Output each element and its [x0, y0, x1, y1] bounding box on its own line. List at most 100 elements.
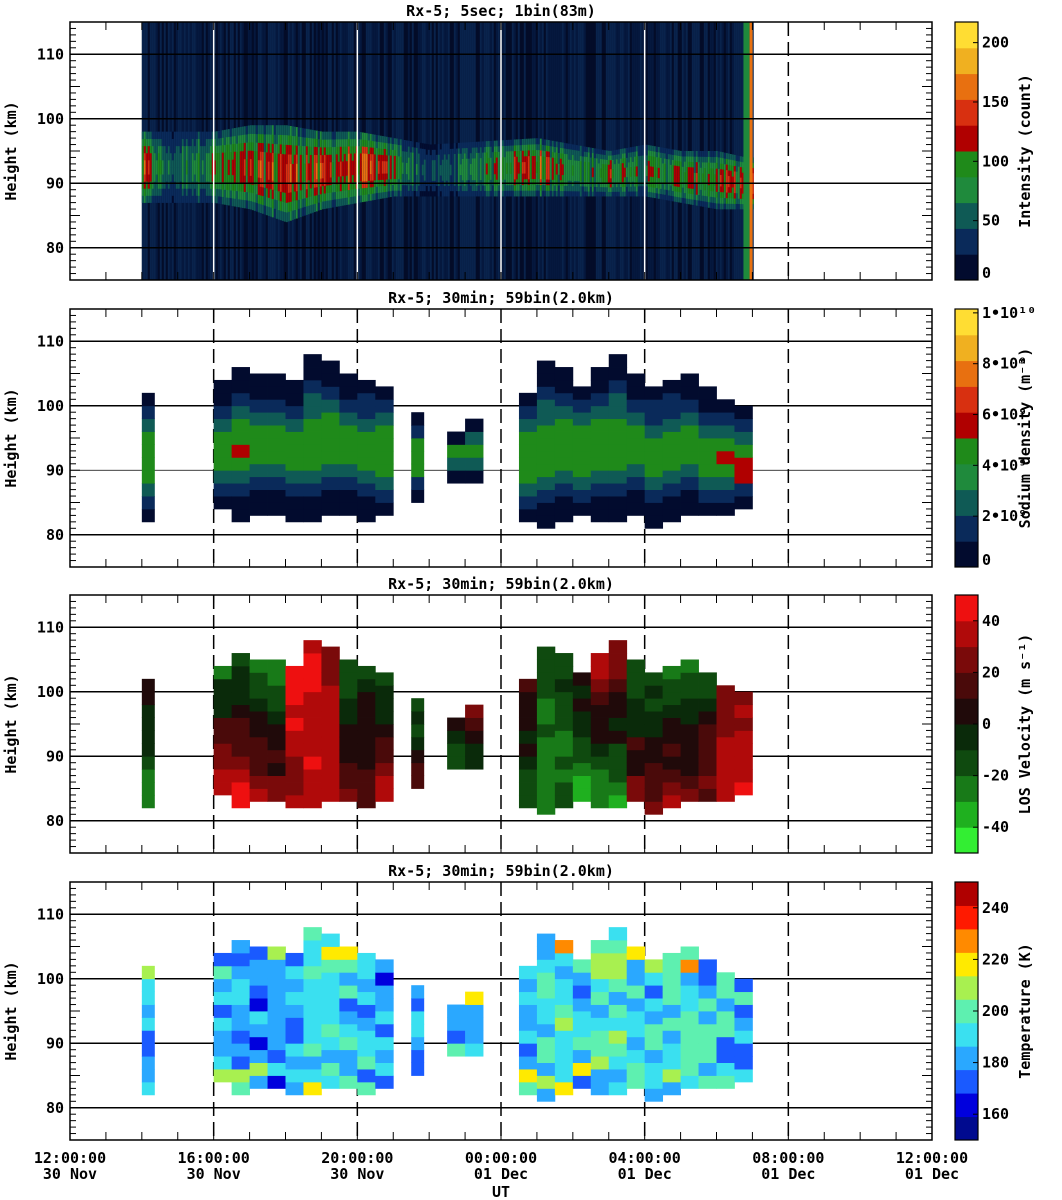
data-cell	[590, 1017, 610, 1031]
heatmap-cell	[737, 198, 740, 205]
heatmap-cell	[611, 177, 614, 183]
data-cell	[231, 444, 250, 458]
heatmap-cell	[273, 162, 276, 172]
heatmap-cell	[415, 142, 418, 148]
heatmap-cell	[641, 155, 644, 161]
heatmap-cell	[421, 190, 424, 197]
heatmap-cell	[237, 143, 240, 152]
data-cell	[303, 392, 322, 407]
data-cell	[644, 502, 664, 516]
heatmap-cell	[327, 146, 330, 155]
heatmap-cell	[305, 180, 308, 190]
heatmap-cell	[361, 160, 364, 168]
data-cell	[411, 775, 425, 789]
y-axis-label: Height (km)	[2, 388, 20, 487]
data-cell	[680, 425, 699, 439]
heatmap-cell	[259, 195, 262, 205]
heatmap-cell	[589, 167, 592, 173]
heatmap-cell	[723, 169, 726, 176]
heatmap-cell	[145, 174, 148, 182]
data-cell	[734, 483, 753, 497]
heatmap-cell	[645, 155, 648, 161]
heatmap-cell	[677, 191, 680, 198]
data-cell	[267, 399, 286, 413]
heatmap-cell	[639, 191, 642, 197]
data-cell	[303, 354, 322, 368]
heatmap-cell	[347, 197, 350, 205]
heatmap-cell	[241, 183, 244, 192]
heatmap-cell	[735, 155, 738, 162]
heatmap-cell	[493, 179, 496, 186]
heatmap-cell	[197, 160, 200, 168]
data-cell	[518, 978, 538, 993]
y-tick-label: 80	[46, 239, 64, 257]
heatmap-cell	[279, 153, 282, 164]
data-cell	[465, 457, 484, 471]
data-cell	[554, 418, 574, 432]
heatmap-cell	[377, 148, 380, 155]
data-cell	[518, 470, 538, 484]
data-cell	[536, 933, 556, 947]
heatmap-cell	[311, 195, 314, 205]
heatmap-cell	[525, 173, 528, 180]
heatmap-cell	[539, 155, 542, 162]
heatmap-cell	[377, 135, 380, 142]
heatmap-cell	[315, 186, 318, 196]
data-cell	[698, 672, 717, 686]
data-cell	[231, 769, 250, 783]
heatmap-cell	[573, 170, 576, 176]
colorbar-frame	[954, 21, 979, 281]
data-cell	[536, 399, 556, 413]
heatmap-cell	[507, 156, 510, 163]
heatmap-cell	[483, 157, 486, 164]
heatmap-cell	[361, 146, 364, 154]
heatmap-cell	[445, 169, 448, 176]
heatmap-cell	[167, 138, 170, 147]
heatmap-cell	[615, 163, 618, 169]
heatmap-cell	[303, 128, 306, 138]
heatmap-cell	[711, 173, 714, 180]
heatmap-cell	[175, 195, 178, 203]
heatmap-cell	[639, 165, 642, 172]
data-cell	[626, 1011, 646, 1025]
data-cell	[213, 1004, 233, 1018]
heatmap-cell	[691, 188, 694, 195]
heatmap-cell	[695, 183, 698, 190]
heatmap-cell	[241, 150, 244, 160]
heatmap-cell	[441, 185, 444, 192]
heatmap-cell	[405, 151, 408, 158]
heatmap-cell	[579, 170, 582, 177]
data-cell	[572, 775, 592, 789]
heatmap-cell	[481, 141, 484, 148]
heatmap-cell	[175, 145, 178, 154]
data-cell	[141, 756, 155, 770]
heatmap-cell	[703, 156, 706, 163]
plot-frame	[69, 21, 933, 281]
heatmap-cell	[459, 153, 462, 160]
heatmap-cell	[237, 127, 240, 136]
data-cell	[626, 463, 646, 478]
data-cell	[662, 496, 681, 510]
data-cell	[447, 1043, 466, 1057]
heatmap-cell	[297, 190, 300, 200]
heatmap-cell	[475, 185, 478, 192]
data-cell	[608, 444, 628, 458]
heatmap-cell	[331, 184, 334, 193]
heatmap-cell	[433, 190, 436, 197]
heatmap-cell	[329, 184, 332, 193]
data-cell	[231, 678, 250, 693]
heatmap-cell	[619, 167, 622, 173]
heatmap-cell	[629, 171, 632, 177]
data-cell	[626, 399, 646, 413]
heatmap-cell	[253, 167, 256, 177]
heatmap-cell	[213, 138, 216, 147]
heatmap-cell	[401, 167, 404, 174]
heatmap-cell	[167, 195, 170, 203]
heatmap-cell	[731, 192, 734, 199]
heatmap-cell	[395, 167, 398, 174]
heatmap-cell	[641, 160, 644, 166]
heatmap-cell	[667, 195, 670, 201]
heatmap-cell	[633, 191, 636, 197]
data-cell	[339, 998, 358, 1012]
heatmap-cell	[437, 154, 440, 160]
